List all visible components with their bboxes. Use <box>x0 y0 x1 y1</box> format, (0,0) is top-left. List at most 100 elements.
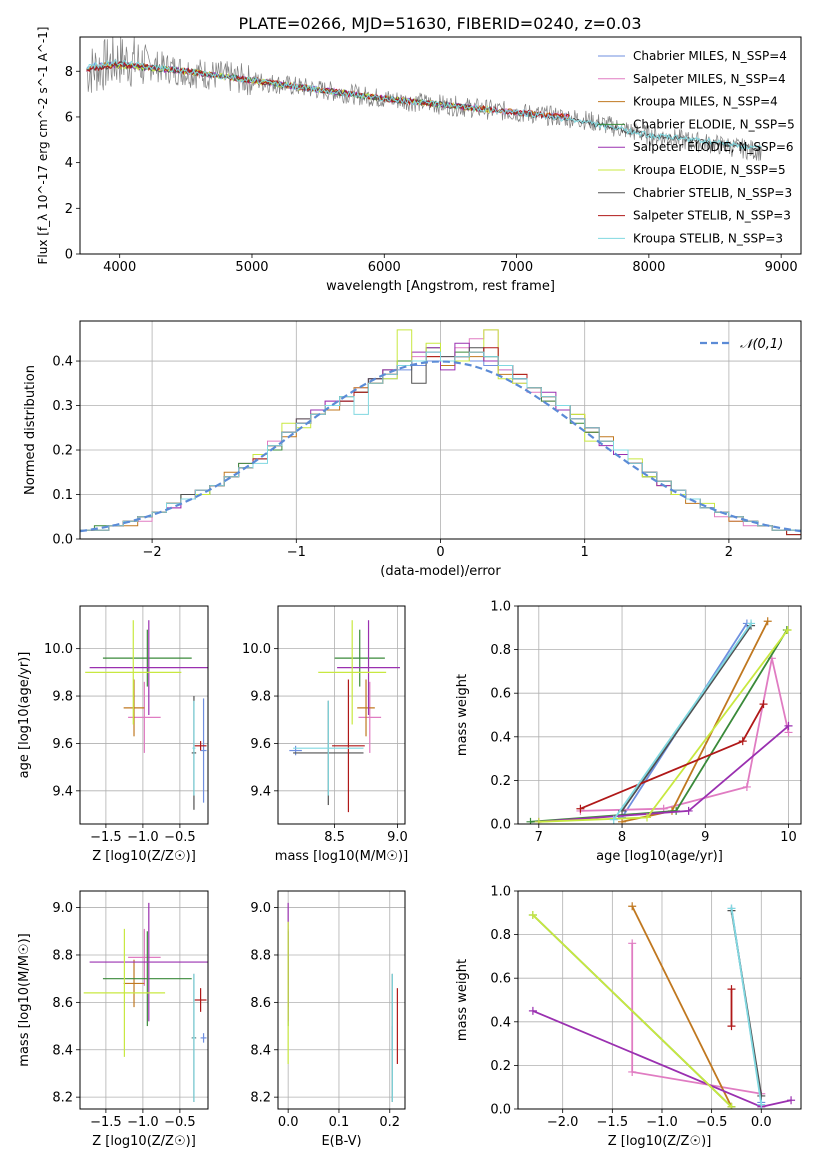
mass-weight-marker <box>609 815 618 824</box>
y-tick-label: 0.4 <box>52 355 73 370</box>
y-tick-label: 0.0 <box>52 533 73 548</box>
y-tick-label: 1.0 <box>490 885 511 900</box>
y-tick-label: 0.4 <box>490 1015 511 1030</box>
x-tick-label: 9.0 <box>387 830 408 845</box>
errorbar-point <box>83 928 166 1057</box>
x-tick-label: −1 <box>287 545 306 560</box>
x-axis-label: Z [log10(Z/Z☉)] <box>92 1134 196 1149</box>
legend-entry: Kroupa MILES, N_SSP=4 <box>633 95 778 109</box>
residual-histogram-panel: −2 −1 0 1 2 0.0 0.1 0.2 0.3 0.4 (data-model)/error… <box>23 320 802 579</box>
x-axis-label: E(B-V) <box>321 1134 361 1149</box>
y-tick-label: 8.2 <box>250 1091 271 1106</box>
y-axis-label: Normed distribution <box>23 365 38 495</box>
x-tick-label: 0.2 <box>379 1115 400 1130</box>
y-tick-label: 9.4 <box>52 784 73 799</box>
mass-weight-marker <box>787 1096 796 1105</box>
errorbar-point <box>200 1033 207 1043</box>
plot-area <box>289 620 400 813</box>
x-axis-label: Z [log10(Z/Z☉)] <box>92 849 196 864</box>
legend-entry: Salpeter STELIB, N_SSP=3 <box>633 209 791 223</box>
x-tick-label: −1.0 <box>127 830 159 845</box>
errorbar-point <box>123 679 145 737</box>
x-tick-label: −0.5 <box>164 1115 196 1130</box>
y-tick-label: 0.0 <box>490 1103 511 1118</box>
spectrum-panel: 4000 5000 6000 7000 8000 9000 0 2 4 6 8 wavelength … <box>36 27 802 294</box>
errorbar-point <box>128 928 161 986</box>
errorbar-point <box>358 681 382 753</box>
errorbar-point <box>337 620 400 715</box>
y-tick-label: 0 <box>65 248 73 263</box>
x-tick-label: 9 <box>701 830 709 845</box>
mass-weight-marker <box>742 782 751 791</box>
plot-area <box>86 37 762 161</box>
y-tick-label: 8.6 <box>52 996 73 1011</box>
x-tick-label: 4000 <box>103 260 136 275</box>
mass-weight-marker <box>763 617 772 626</box>
errorbar-point <box>293 700 364 796</box>
x-tick-label: −1.0 <box>646 1115 678 1130</box>
mass-weight-marker <box>727 1102 736 1109</box>
y-tick-label: 8.2 <box>52 1091 73 1106</box>
mass-weight-vs-metallicity-panel: −2.0 −1.5 −1.0 −0.5 0.0 0.0 0.2 0.4 0.6 0.8 1.0 Z [… <box>455 885 802 1149</box>
mass-weight-line <box>621 620 769 823</box>
errorbar-point <box>194 741 207 751</box>
mass-weight-marker <box>784 721 793 730</box>
errorbar-point <box>85 620 182 725</box>
x-tick-label: 8000 <box>632 260 665 275</box>
mass-weight-marker <box>528 1006 537 1015</box>
y-tick-label: 0.8 <box>490 928 511 943</box>
mass-weight-line <box>631 943 762 1095</box>
errorbar-point <box>318 620 387 725</box>
x-axis-label: age [log10(age/yr)] <box>596 849 723 864</box>
y-tick-label: 0.3 <box>52 399 73 414</box>
mass-weight-marker <box>727 904 736 913</box>
y-tick-label: 0.2 <box>490 1059 511 1074</box>
errorbar-point <box>200 698 207 803</box>
x-tick-label: 8.5 <box>324 830 345 845</box>
plot-area <box>528 902 796 1109</box>
y-tick-label: 0.2 <box>52 444 73 459</box>
errorbar-point <box>102 629 192 687</box>
mass-weight-marker <box>628 939 637 948</box>
x-tick-label: 10 <box>780 830 797 845</box>
y-axis-label: mass [log10(M/M☉)] <box>17 933 32 1066</box>
mass-weight-line <box>631 905 733 1108</box>
x-tick-label: 0.0 <box>278 1115 299 1130</box>
y-tick-label: 6 <box>65 110 73 125</box>
mass-weight-marker <box>738 737 747 746</box>
gaussian-reference-curve <box>80 360 801 533</box>
mass-weight-marker <box>757 1100 766 1109</box>
x-tick-label: −2.0 <box>547 1115 579 1130</box>
axes-frame <box>517 890 802 1110</box>
mass-weight-marker <box>534 817 543 824</box>
x-tick-label: −1.0 <box>127 1115 159 1130</box>
y-tick-label: 9.8 <box>52 690 73 705</box>
x-axis-label: wavelength [Angstrom, rest frame] <box>326 279 555 294</box>
mass-weight-marker <box>727 985 736 994</box>
x-tick-label: 2 <box>725 545 733 560</box>
legend-entry: Salpeter MILES, N_SSP=4 <box>633 72 786 86</box>
histogram-step <box>80 329 801 531</box>
y-tick-label: 1.0 <box>490 600 511 615</box>
legend-entry: Salpeter ELODIE, N_SSP=6 <box>633 140 794 154</box>
y-tick-label: 8.8 <box>52 948 73 963</box>
legend-entry: Kroupa STELIB, N_SSP=3 <box>633 231 783 245</box>
y-tick-label: 8.8 <box>250 948 271 963</box>
model-spectrum-line <box>86 59 762 150</box>
errorbar-point <box>192 700 196 796</box>
x-tick-label: 7 <box>535 830 543 845</box>
mass-weight-marker <box>747 619 756 628</box>
y-tick-label: 9.6 <box>250 737 271 752</box>
errorbar-point <box>89 902 208 1022</box>
y-tick-label: 4 <box>65 156 73 171</box>
legend-entry: Chabrier STELIB, N_SSP=3 <box>633 186 792 200</box>
figure-title: PLATE=0266, MJD=51630, FIBERID=0240, z=0… <box>238 14 641 33</box>
y-tick-label: 9.0 <box>250 901 271 916</box>
errorbar-point <box>102 931 192 1027</box>
plot-area <box>526 617 793 824</box>
mass-weight-vs-age-panel: 7 8 9 10 0.0 0.2 0.4 0.6 0.8 1.0 age [log10(age/yr… <box>455 600 802 864</box>
y-tick-label: 9.8 <box>250 690 271 705</box>
errorbar-point <box>289 745 302 756</box>
x-axis-label: Z [log10(Z/Z☉)] <box>608 1134 712 1149</box>
mass-weight-marker <box>526 817 535 824</box>
